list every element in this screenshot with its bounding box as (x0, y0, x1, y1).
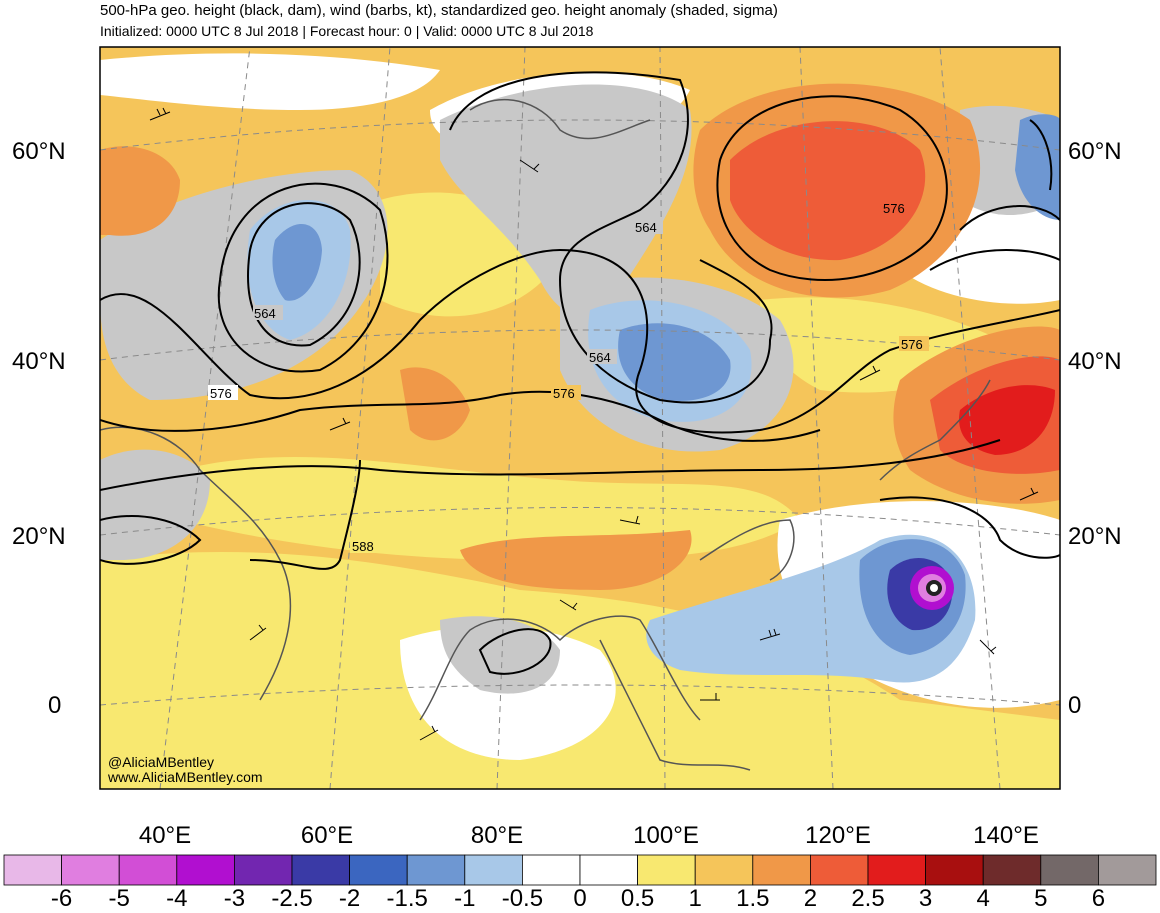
colorbar-swatch (3, 854, 62, 886)
graticule (100, 47, 1060, 789)
colorbar (3, 854, 1157, 886)
colorbar-swatch (694, 854, 754, 886)
lon-label-40e: 40°E (138, 822, 192, 849)
contour-label-564-siberia: 564 (635, 220, 657, 235)
lat-label-60n-left: 60°N (12, 138, 66, 165)
colorbar-swatch (867, 854, 926, 886)
colorbar-tick-label: 2.5 (851, 885, 885, 912)
map-frame (99, 46, 1061, 790)
colorbar-swatch (982, 854, 1042, 886)
colorbar-tick-label: -0.5 (501, 885, 544, 912)
wind-barbs (149, 107, 1039, 741)
colorbar-swatch (1040, 854, 1099, 886)
colorbar-swatch (233, 854, 293, 886)
colorbar-swatch (464, 854, 523, 886)
contour-label-588: 588 (352, 539, 374, 554)
map-title: 500-hPa geo. height (black, dam), wind (… (100, 2, 778, 19)
shade-blue-ural-core (272, 223, 322, 301)
contour-label-564-mongolia: 564 (589, 350, 611, 365)
colorbar-swatch (61, 854, 120, 886)
colorbar-tick-label: 4 (976, 885, 990, 912)
colorbar-swatch (579, 854, 638, 886)
contour-label-576-manchuria: 576 (883, 201, 905, 216)
colorbar-tick-label: 5 (1034, 885, 1048, 912)
map-subtitle: Initialized: 0000 UTC 8 Jul 2018 | Forec… (100, 23, 594, 39)
lon-label-120e: 120°E (805, 822, 871, 849)
lon-label-60e: 60°E (300, 822, 354, 849)
colorbar-swatch (810, 854, 869, 886)
colorbar-tick-label: 2 (803, 885, 818, 912)
lat-label-40n-right: 40°N (1068, 348, 1122, 375)
contour-label-564-ural: 564 (254, 306, 276, 321)
colorbar-swatch (752, 854, 811, 886)
lon-label-140e: 140°E (973, 822, 1039, 849)
credit-handle: @AliciaMBentley (108, 754, 215, 770)
credit-website: www.AliciaMBentley.com (108, 769, 263, 785)
colorbar-swatch (637, 854, 696, 886)
colorbar-tick-label: 3 (918, 885, 933, 912)
shade-orange-europe (100, 146, 180, 236)
colorbar-swatch (1098, 854, 1157, 886)
colorbar-tick-label: -2 (338, 885, 361, 912)
colorbar-tick-label: -2.5 (271, 885, 313, 912)
shade-gray-siberia (440, 84, 692, 316)
typhoon-eye-center (930, 584, 938, 592)
shade-darkred-japan (959, 385, 1055, 455)
lon-label-80e: 80°E (470, 822, 524, 849)
colorbar-tick-label: -1 (454, 885, 476, 912)
colorbar-tick-label: -4 (166, 885, 188, 912)
shade-orange-tibet (460, 530, 692, 590)
lat-label-20n-left: 20°N (12, 523, 66, 550)
colorbar-tick-label: -6 (50, 885, 73, 912)
colorbar-swatch (925, 854, 984, 886)
shade-white-north (100, 53, 440, 110)
contour-label-576-central: 576 (553, 386, 575, 401)
colorbar-tick-label: 1.5 (736, 885, 770, 912)
shade-gray-india (440, 616, 560, 694)
contour-label-group: 564 564 564 576 576 576 576 588 (208, 200, 929, 554)
colorbar-swatch (349, 854, 408, 886)
height-contours (100, 71, 1060, 675)
colorbar-swatch (406, 854, 466, 886)
shade-red-manchuria (730, 121, 926, 261)
lat-label-60n-right: 60°N (1068, 138, 1122, 165)
colorbar-tick-label: 0 (573, 885, 587, 912)
colorbar-swatch (176, 854, 235, 886)
colorbar-tick-label: -5 (108, 885, 130, 912)
lon-label-100e: 100°E (633, 822, 699, 849)
contour-label-576-japan: 576 (901, 337, 923, 352)
lat-label-40n-left: 40°N (12, 348, 66, 375)
coastlines (100, 98, 991, 771)
colorbar-tick-label: 1 (688, 885, 702, 912)
colorbar-tick-label: 6 (1091, 885, 1106, 912)
colorbar-tick-label: 0.5 (620, 885, 655, 912)
colorbar-swatch (291, 854, 350, 886)
lat-label-0-left: 0 (48, 692, 62, 719)
colorbar-swatch (118, 854, 178, 886)
colorbar-tick-label: -3 (223, 885, 246, 912)
colorbar-tick-label: -1.5 (386, 885, 428, 912)
colorbar-swatch (522, 854, 581, 886)
lat-label-0-right: 0 (1068, 692, 1082, 719)
lat-label-20n-right: 20°N (1068, 523, 1122, 550)
shade-blue-ne (1015, 114, 1060, 220)
contour-label-576-west: 576 (210, 386, 232, 401)
